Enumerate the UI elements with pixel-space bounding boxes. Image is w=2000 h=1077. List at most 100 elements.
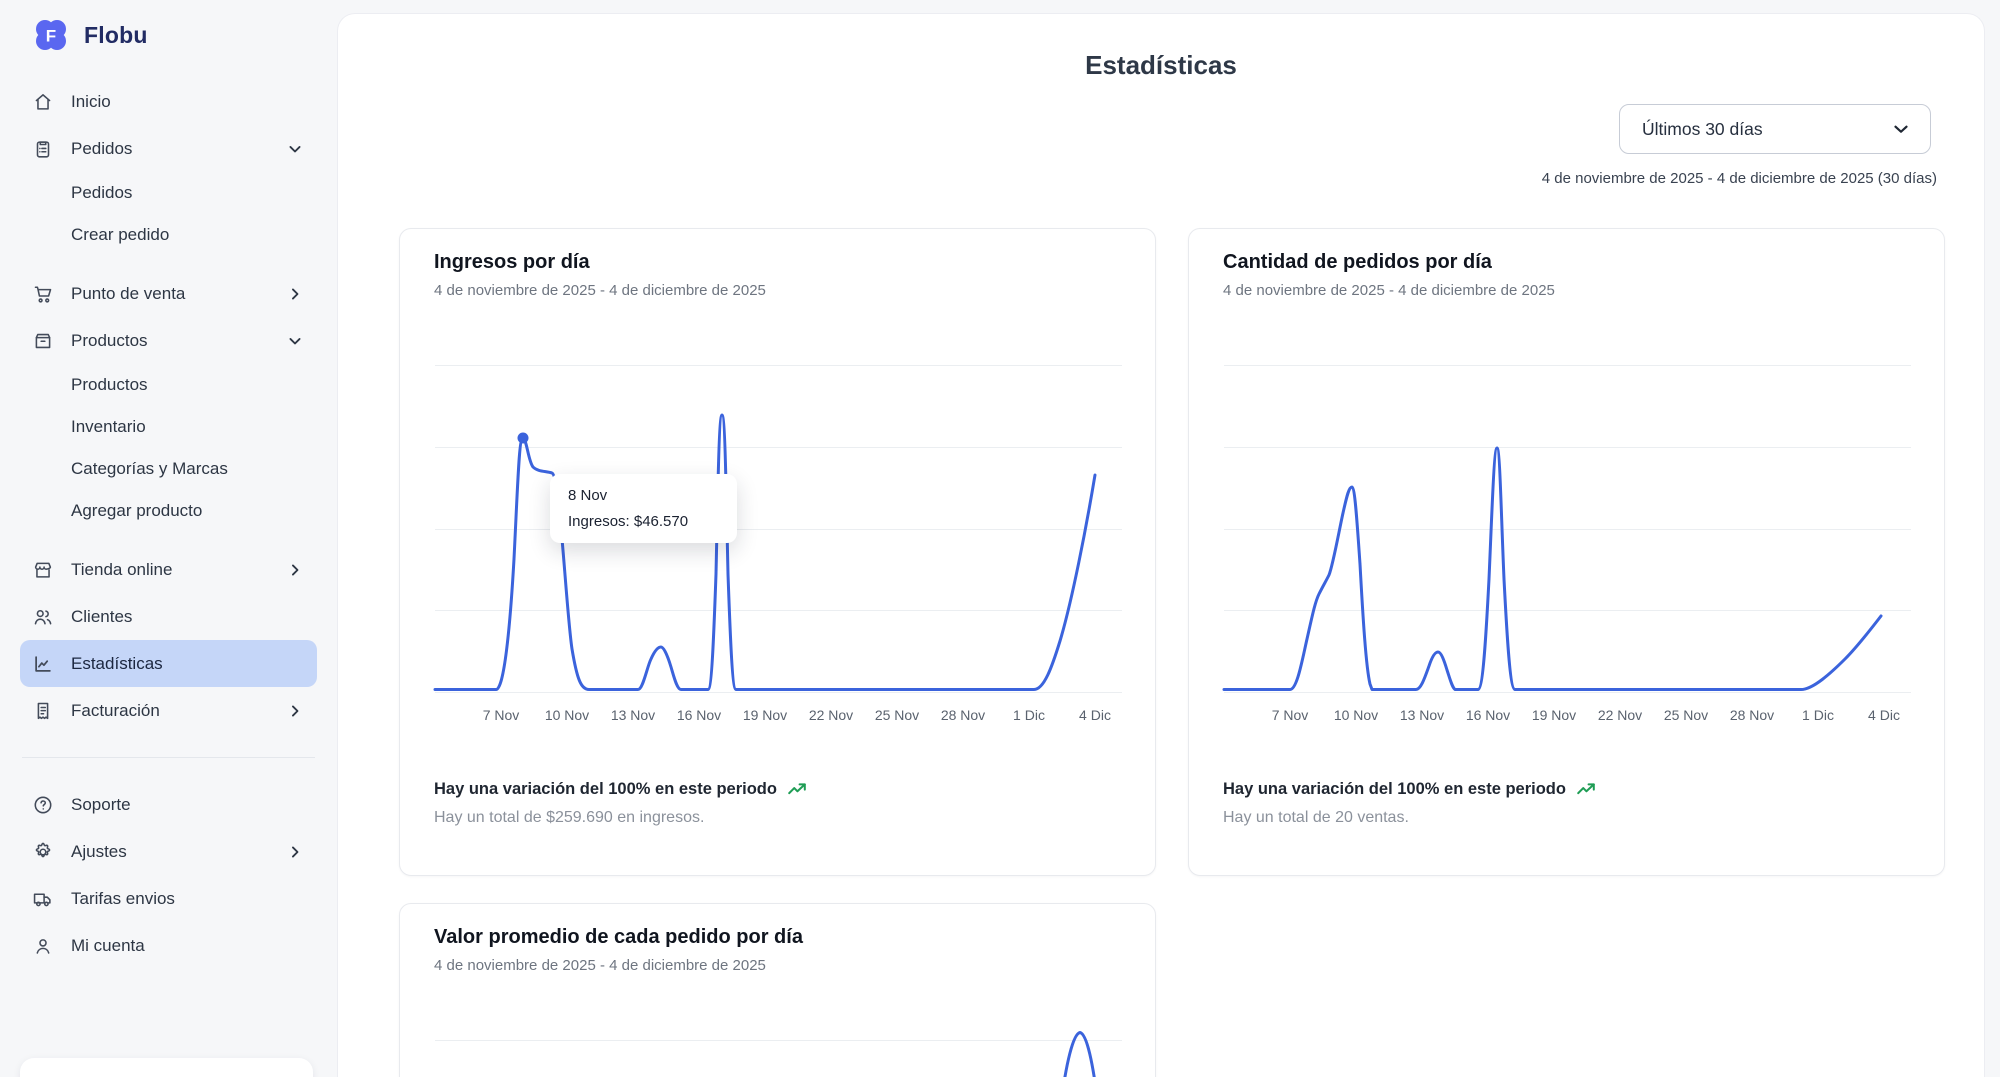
variation-text: Hay una variación del 100% en este perio… — [434, 779, 777, 798]
brand-name: Flobu — [84, 21, 148, 48]
user-account-card[interactable]: Sebastián Cifuentes — [20, 1058, 313, 1077]
valor-promedio-chart[interactable] — [400, 904, 1156, 1077]
user-icon — [32, 935, 54, 957]
x-axis-tick: 4 Dic — [1079, 707, 1111, 723]
sidebar-item-punto-de-venta[interactable]: Punto de venta — [20, 270, 317, 317]
date-range-select[interactable]: Últimos 30 días — [1619, 104, 1931, 154]
card-footer: Hay una variación del 100% en este perio… — [1223, 778, 1597, 827]
x-axis-tick: 7 Nov — [482, 707, 520, 723]
sidebar-item-label: Facturación — [71, 700, 160, 720]
chevron-down-icon — [285, 331, 305, 351]
storefront-icon — [32, 559, 54, 581]
x-axis-tick: 19 Nov — [742, 707, 788, 723]
card-title: Valor promedio de cada pedido por día — [434, 926, 803, 948]
sidebar-item-pedidos[interactable]: Pedidos — [20, 125, 317, 172]
ingresos-chart[interactable] — [400, 229, 1156, 876]
page-title: Estadísticas — [1085, 50, 1237, 80]
x-axis-tick: 16 Nov — [1465, 707, 1511, 723]
sidebar-item-soporte[interactable]: Soporte — [20, 781, 317, 828]
sidebar-item-label: Tarifas envios — [71, 888, 175, 908]
brand-logo[interactable]: F Flobu — [32, 16, 317, 54]
card-subtitle: 4 de noviembre de 2025 - 4 de diciembre … — [434, 282, 766, 299]
x-axis-tick: 10 Nov — [1333, 707, 1379, 723]
sidebar: F Flobu Inicio Pedidos Pedidos Crear ped… — [0, 0, 337, 1077]
card-footer: Hay una variación del 100% en este perio… — [434, 778, 808, 827]
sidebar-item-categorias-y-marcas[interactable]: Categorías y Marcas — [20, 448, 317, 490]
x-axis-tick: 25 Nov — [1663, 707, 1709, 723]
chevron-right-icon — [285, 560, 305, 580]
chevron-down-icon — [1890, 118, 1912, 140]
sidebar-item-label: Pedidos — [71, 183, 133, 202]
sidebar-item-productos[interactable]: Productos — [20, 317, 317, 364]
clipboard-icon — [32, 138, 54, 160]
date-range-value: Últimos 30 días — [1642, 118, 1763, 139]
sidebar-item-pedidos-sub[interactable]: Pedidos — [20, 172, 317, 214]
sidebar-item-label: Agregar producto — [71, 501, 203, 520]
x-axis-tick: 22 Nov — [808, 707, 854, 723]
x-axis-tick: 1 Dic — [1013, 707, 1045, 723]
pedidos-chart[interactable] — [1189, 229, 1945, 876]
flobu-logo-icon: F — [36, 20, 66, 50]
chart-line-icon — [32, 653, 54, 675]
tooltip-value: Ingresos: $46.570 — [568, 513, 689, 530]
card-cantidad-pedidos-por-dia: Cantidad de pedidos por día 4 de noviemb… — [1188, 228, 1945, 876]
sidebar-item-inicio[interactable]: Inicio — [20, 78, 317, 125]
sidebar-item-tienda-online[interactable]: Tienda online — [20, 546, 317, 593]
x-axis-tick: 4 Dic — [1868, 707, 1900, 723]
sidebar-item-label: Tienda online — [71, 559, 173, 579]
date-range-caption: 4 de noviembre de 2025 - 4 de diciembre … — [1541, 170, 1937, 187]
tooltip-date: 8 Nov — [568, 487, 608, 504]
sidebar-item-clientes[interactable]: Clientes — [20, 593, 317, 640]
card-ingresos-por-dia: Ingresos por día 4 de noviembre de 2025 … — [399, 228, 1156, 876]
sidebar-item-label: Mi cuenta — [71, 935, 145, 955]
sidebar-item-label: Ajustes — [71, 841, 127, 861]
sidebar-item-label: Crear pedido — [71, 225, 170, 244]
x-axis-tick: 10 Nov — [544, 707, 590, 723]
card-valor-promedio-por-dia: Valor promedio de cada pedido por día 4 … — [399, 903, 1156, 1077]
x-axis-tick: 1 Dic — [1802, 707, 1834, 723]
highlighted-point — [517, 432, 529, 444]
main-panel: Estadísticas Últimos 30 días 4 de noviem… — [337, 13, 1985, 1077]
sidebar-item-crear-pedido[interactable]: Crear pedido — [20, 214, 317, 256]
sidebar-item-estadisticas[interactable]: Estadísticas — [20, 640, 317, 687]
x-axis-tick: 19 Nov — [1531, 707, 1577, 723]
sidebar-item-ajustes[interactable]: Ajustes — [20, 828, 317, 875]
x-axis-tick: 13 Nov — [1399, 707, 1445, 723]
sidebar-item-productos-sub[interactable]: Productos — [20, 364, 317, 406]
x-axis-tick: 16 Nov — [676, 707, 722, 723]
sidebar-item-facturacion[interactable]: Facturación — [20, 687, 317, 734]
x-axis-tick: 25 Nov — [874, 707, 920, 723]
receipt-icon — [32, 700, 54, 722]
sidebar-item-label: Punto de venta — [71, 283, 186, 303]
sidebar-item-label: Productos — [71, 375, 148, 394]
gear-icon — [32, 841, 54, 863]
card-title: Ingresos por día — [434, 251, 590, 273]
sidebar-item-inventario[interactable]: Inventario — [20, 406, 317, 448]
sidebar-item-label: Clientes — [71, 606, 133, 626]
trending-up-icon — [788, 783, 806, 795]
variation-line: Hay una variación del 100% en este perio… — [434, 778, 808, 800]
sidebar-item-label: Soporte — [71, 794, 131, 814]
variation-text: Hay una variación del 100% en este perio… — [1223, 779, 1566, 798]
sidebar-item-label: Categorías y Marcas — [71, 459, 228, 478]
svg-text:F: F — [46, 27, 56, 46]
home-icon — [32, 91, 54, 113]
sidebar-item-agregar-producto[interactable]: Agregar producto — [20, 490, 317, 532]
card-title: Cantidad de pedidos por día — [1223, 251, 1492, 273]
sidebar-item-label: Estadísticas — [71, 653, 163, 673]
trending-up-icon — [1577, 783, 1595, 795]
sidebar-divider — [22, 757, 315, 758]
chevron-down-icon — [285, 139, 305, 159]
sidebar-item-mi-cuenta[interactable]: Mi cuenta — [20, 922, 317, 969]
total-text: Hay un total de $259.690 en ingresos. — [434, 809, 705, 826]
total-text: Hay un total de 20 ventas. — [1223, 809, 1409, 826]
chevron-right-icon — [285, 701, 305, 721]
sidebar-item-tarifas-envios[interactable]: Tarifas envios — [20, 875, 317, 922]
variation-line: Hay una variación del 100% en este perio… — [1223, 778, 1597, 800]
chevron-right-icon — [285, 842, 305, 862]
help-circle-icon — [32, 794, 54, 816]
card-subtitle: 4 de noviembre de 2025 - 4 de diciembre … — [1223, 282, 1555, 299]
chart-tooltip: 8 Nov Ingresos: $46.570 — [550, 474, 737, 543]
truck-icon — [32, 888, 54, 910]
